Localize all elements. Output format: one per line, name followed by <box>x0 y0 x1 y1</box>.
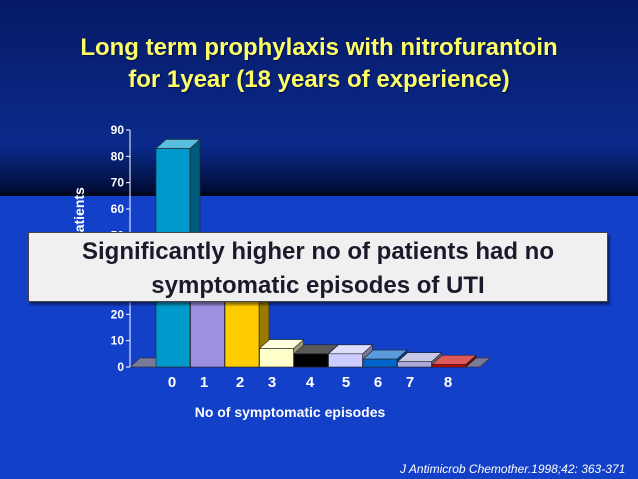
x-tick-label: 2 <box>236 374 244 391</box>
bar-7 <box>396 352 443 368</box>
x-axis-label: No of symptomatic episodes <box>195 404 386 420</box>
chart-bars <box>155 138 477 368</box>
y-axis-label: patients <box>71 187 87 241</box>
bar-front <box>224 295 260 368</box>
y-tick-label: 10 <box>111 334 125 348</box>
title-line-2: for 1year (18 years of experience) <box>128 66 510 93</box>
bar-front <box>431 364 467 368</box>
source-citation: J Antimicrob Chemother.1998;42: 363-371 <box>400 462 626 476</box>
x-tick-label: 3 <box>268 374 276 391</box>
bar-front <box>362 358 398 368</box>
y-tick-label: 90 <box>111 123 125 137</box>
slide-title: Long term prophylaxis with nitrofurantoi… <box>0 32 638 96</box>
title-line-1: Long term prophylaxis with nitrofurantoi… <box>80 34 558 61</box>
x-tick-label: 6 <box>374 374 382 391</box>
x-tick-label: 0 <box>168 374 176 391</box>
x-tick-label: 7 <box>406 374 414 391</box>
x-tick-label: 8 <box>444 374 452 391</box>
bar-8 <box>431 354 477 368</box>
x-tick-label: 4 <box>306 374 315 391</box>
bar-front <box>190 300 225 368</box>
bar-front <box>259 348 294 368</box>
x-tick-label: 1 <box>200 374 208 391</box>
y-tick-label: 70 <box>111 176 125 190</box>
x-tick-label: 5 <box>342 374 350 391</box>
y-tick-label: 20 <box>111 307 125 321</box>
y-tick-label: 0 <box>117 360 124 374</box>
y-tick-label: 60 <box>111 202 125 216</box>
bar-front <box>328 353 363 368</box>
callout-box: Significantly higher no of patients had … <box>28 232 608 302</box>
bar-front <box>293 353 329 368</box>
x-axis-ticks: 0 1 2 3 4 5 6 7 8 <box>168 374 452 391</box>
callout-line-2: symptomatic episodes of UTI <box>151 272 485 299</box>
y-tick-label: 80 <box>111 149 125 163</box>
callout-line-1: Significantly higher no of patients had … <box>81 238 554 265</box>
bar-front <box>397 361 432 368</box>
